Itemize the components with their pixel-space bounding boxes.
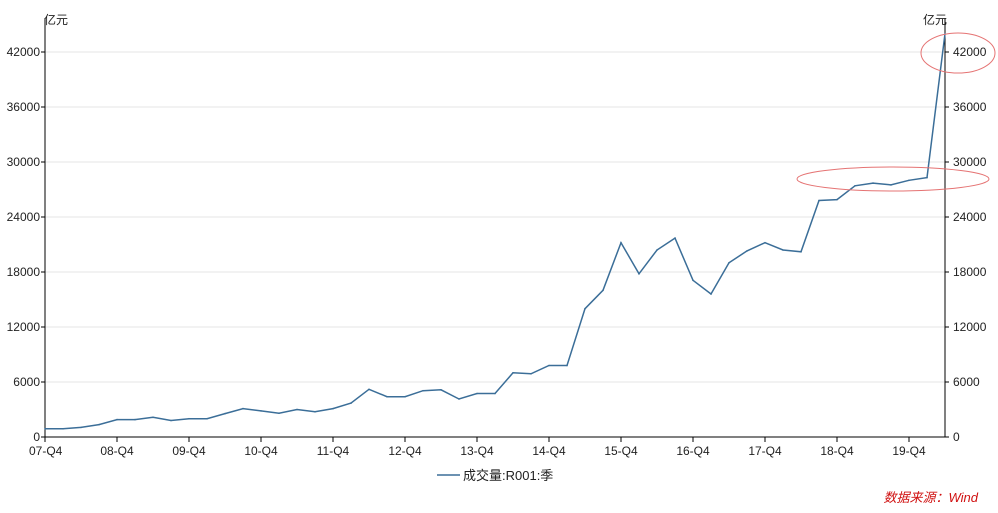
- right-y-tick-label: 6000: [953, 375, 980, 389]
- left-y-tick-label: 36000: [7, 100, 41, 114]
- data-point: [62, 428, 64, 430]
- x-tick-label: 08-Q4: [100, 444, 134, 458]
- x-axis-ticks: 07-Q4 08-Q4 09-Q4 10-Q4 11-Q4 12-Q4 13-Q4 14-Q4…: [29, 437, 926, 458]
- data-point: [926, 176, 928, 179]
- left-y-axis-unit: 亿元: [44, 12, 68, 27]
- peak-highlight-ellipse: [920, 32, 996, 74]
- x-tick-label: 16-Q4: [676, 444, 710, 458]
- data-point: [458, 398, 460, 400]
- left-y-tick-label: 6000: [13, 375, 40, 389]
- data-point: [494, 392, 496, 395]
- data-point: [98, 423, 100, 426]
- left-y-tick-label: 0: [33, 430, 40, 444]
- legend-label: 成交量:R001:季: [463, 468, 553, 483]
- data-point: [422, 389, 424, 392]
- right-y-tick-label: 24000: [953, 210, 987, 224]
- data-point: [656, 249, 658, 251]
- right-y-tick-label: 12000: [953, 320, 987, 334]
- right-y-tick-label: 36000: [953, 100, 987, 114]
- data-point: [188, 417, 190, 420]
- data-point: [206, 417, 208, 420]
- data-point: [548, 364, 550, 367]
- data-point: [404, 395, 406, 398]
- x-tick-label: 18-Q4: [820, 444, 854, 458]
- data-point: [620, 241, 622, 244]
- data-point: [854, 185, 856, 187]
- data-point: [368, 388, 370, 391]
- x-tick-label: 07-Q4: [29, 444, 63, 458]
- data-point: [764, 241, 766, 244]
- data-point: [386, 395, 388, 398]
- x-tick-label: 09-Q4: [172, 444, 206, 458]
- data-point: [872, 182, 874, 184]
- data-point: [314, 411, 316, 413]
- data-point: [260, 410, 262, 412]
- data-point: [710, 293, 712, 295]
- data-point: [170, 419, 172, 422]
- data-point: [530, 373, 532, 375]
- data-point: [836, 198, 838, 201]
- gridlines: [45, 51, 945, 383]
- x-tick-label: 17-Q4: [748, 444, 782, 458]
- data-point: [332, 407, 334, 410]
- x-tick-label: 14-Q4: [532, 444, 566, 458]
- right-y-tick-label: 42000: [953, 45, 987, 59]
- left-y-tick-label: 12000: [7, 320, 41, 334]
- data-point: [818, 199, 820, 202]
- data-point: [296, 408, 298, 411]
- data-point: [476, 392, 478, 395]
- data-point: [350, 402, 352, 404]
- data-point: [134, 418, 136, 421]
- data-point: [566, 364, 568, 367]
- right-y-axis-ticks: 0 6000 12000 18000 24000 30000 36000 42000: [945, 45, 987, 444]
- data-point: [116, 418, 118, 421]
- left-y-tick-label: 30000: [7, 155, 41, 169]
- data-point: [692, 279, 694, 282]
- right-y-tick-label: 0: [953, 430, 960, 444]
- series-line-r001: [45, 33, 946, 430]
- data-point: [512, 372, 514, 374]
- data-point: [674, 237, 676, 239]
- data-point: [224, 412, 226, 415]
- x-tick-label: 10-Q4: [244, 444, 278, 458]
- data-point: [908, 179, 910, 182]
- data-point: [278, 412, 280, 415]
- x-tick-label: 19-Q4: [892, 444, 926, 458]
- data-point: [152, 416, 154, 419]
- x-tick-label: 15-Q4: [604, 444, 638, 458]
- data-point: [638, 273, 640, 275]
- data-point: [80, 426, 82, 429]
- source-note: 数据来源：Wind: [883, 490, 978, 505]
- data-point: [44, 428, 46, 430]
- x-tick-label: 11-Q4: [317, 444, 350, 458]
- right-y-tick-label: 30000: [953, 155, 987, 169]
- series-points: [44, 32, 946, 430]
- plateau-highlight-ellipse: [796, 166, 990, 192]
- right-y-tick-label: 18000: [953, 265, 987, 279]
- data-point: [584, 307, 586, 310]
- left-y-tick-label: 18000: [7, 265, 41, 279]
- x-tick-label: 13-Q4: [460, 444, 494, 458]
- data-point: [782, 249, 784, 251]
- data-point: [242, 407, 244, 410]
- data-point: [602, 289, 604, 292]
- left-y-tick-label: 24000: [7, 210, 41, 224]
- data-point: [746, 250, 748, 252]
- data-point: [890, 184, 892, 186]
- x-tick-label: 12-Q4: [388, 444, 422, 458]
- right-y-axis-unit: 亿元: [923, 12, 947, 27]
- data-point: [728, 262, 730, 264]
- left-y-tick-label: 42000: [7, 45, 41, 59]
- left-y-axis-ticks: 0 6000 12000 18000 24000 30000 36000 42000: [7, 45, 45, 444]
- data-point: [800, 251, 802, 253]
- data-point: [440, 389, 442, 391]
